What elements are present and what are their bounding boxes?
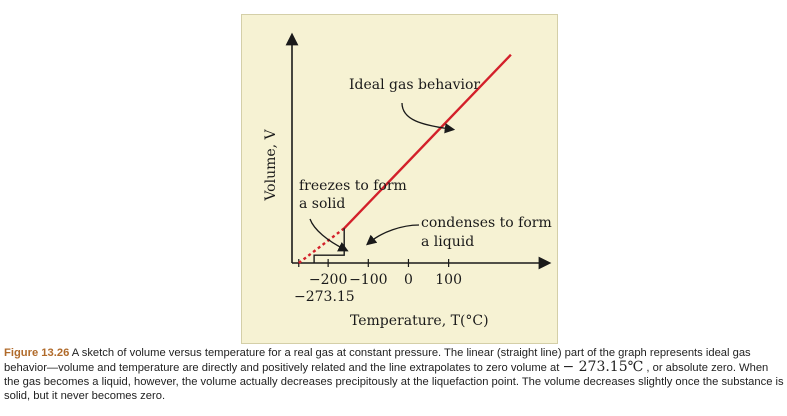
caption-label: Figure 13.26 [4,347,70,359]
caption-text-before: A sketch of volume versus temperature fo… [4,347,751,374]
figure-caption: Figure 13.26 A sketch of volume versus t… [4,346,784,403]
x-axis-label: Temperature, T(°C) [350,313,489,329]
x-tick-label: −200 [309,272,347,288]
x-tick-label: −100 [349,272,387,288]
condenses-annotation-line1: condenses to form [421,215,552,231]
freezes-annotation-line2: a solid [299,196,345,212]
y-axis-label: Volume, V [263,128,279,201]
series-group [298,53,512,264]
condenses-callout-arrow [366,224,420,246]
caption-text-after: , or absolute zero. When the gas becomes… [4,362,784,402]
volume-temperature-chart: −200 −100 0 100 Volume, V Ideal gas behavio… [263,32,552,329]
caption-math: − 273.15℃ [562,359,644,375]
absolute-zero-label: −273.15 [294,289,355,305]
real-gas-step-line [313,228,345,263]
freezes-annotation-line1: freezes to form [299,178,407,194]
freezes-callout-arrow [309,218,349,252]
ideal-gas-line [343,53,512,230]
x-tick-label: 100 [435,272,462,288]
chart-panel: −200 −100 0 100 Volume, V Ideal gas behavio… [241,14,558,344]
x-ticks: −200 −100 0 100 [298,259,462,288]
ideal-callout-arrow [401,102,456,134]
condenses-annotation-line2: a liquid [421,234,474,250]
x-tick-label: 0 [404,272,413,288]
ideal-gas-annotation: Ideal gas behavior [349,77,480,93]
